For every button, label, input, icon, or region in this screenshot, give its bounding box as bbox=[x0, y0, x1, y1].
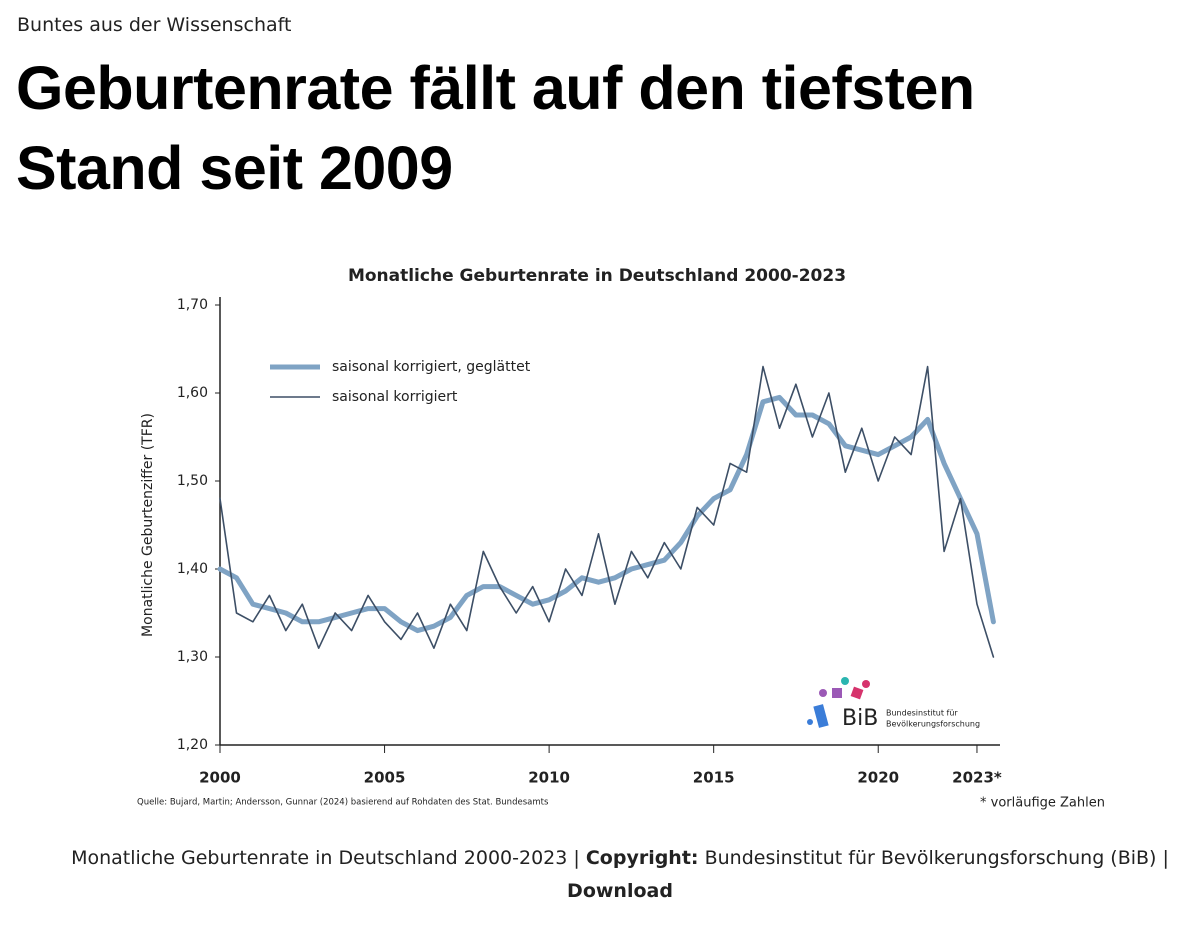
y-axis-label: Monatliche Geburtenziffer (TFR) bbox=[140, 413, 156, 637]
separator: | bbox=[1162, 847, 1169, 869]
copyright-label: Copyright: bbox=[585, 847, 699, 869]
chart-title: Monatliche Geburtenrate in Deutschland 2… bbox=[348, 266, 846, 286]
x-tick-label: 2023* bbox=[952, 769, 1002, 787]
download-link[interactable]: Download bbox=[567, 880, 673, 902]
series-line bbox=[219, 365, 995, 658]
kicker: Buntes aus der Wissenschaft bbox=[17, 14, 292, 36]
y-tick-label: 1,60 bbox=[177, 385, 208, 401]
logo-dot bbox=[819, 689, 827, 697]
logo-name: Bevölkerungsforschung bbox=[886, 720, 980, 729]
y-tick-label: 1,40 bbox=[177, 561, 208, 577]
caption-text: Monatliche Geburtenrate in Deutschland 2… bbox=[71, 847, 568, 869]
separator: | bbox=[573, 847, 580, 869]
y-tick-label: 1,50 bbox=[177, 473, 208, 489]
logo: BiB Bundesinstitut für Bevölkerungsforsc… bbox=[807, 677, 980, 731]
logo-shape bbox=[850, 686, 864, 700]
y-tick-label: 1,30 bbox=[177, 649, 208, 665]
caption: Monatliche Geburtenrate in Deutschland 2… bbox=[40, 842, 1200, 908]
legend-label: saisonal korrigiert, geglättet bbox=[332, 359, 531, 375]
legend-label: saisonal korrigiert bbox=[332, 389, 458, 405]
y-tick-label: 1,20 bbox=[177, 737, 208, 753]
logo-shape bbox=[832, 688, 842, 698]
source: Quelle: Bujard, Martin; Andersson, Gunna… bbox=[137, 798, 549, 808]
footnote: * vorläufige Zahlen bbox=[980, 796, 1105, 811]
series-line bbox=[217, 394, 996, 634]
logo-name: Bundesinstitut für bbox=[886, 709, 958, 718]
logo-dot bbox=[862, 680, 870, 688]
x-tick-label: 2020 bbox=[857, 769, 899, 787]
copyright-holder: Bundesinstitut für Bevölkerungsforschung… bbox=[704, 847, 1157, 869]
logo-dot bbox=[841, 677, 849, 685]
x-tick-label: 2005 bbox=[364, 769, 406, 787]
headline: Geburtenrate fällt auf den tiefsten Stan… bbox=[16, 48, 975, 208]
logo-dot bbox=[807, 719, 813, 725]
headline-line: Geburtenrate fällt auf den tiefsten bbox=[16, 54, 975, 122]
y-tick-label: 1,70 bbox=[177, 297, 208, 313]
headline-line: Stand seit 2009 bbox=[16, 134, 453, 202]
x-tick-label: 2015 bbox=[693, 769, 735, 787]
logo-shape bbox=[813, 704, 829, 728]
logo-abbr: BiB bbox=[842, 706, 878, 731]
x-tick-label: 2010 bbox=[528, 769, 570, 787]
x-tick-label: 2000 bbox=[199, 769, 241, 787]
